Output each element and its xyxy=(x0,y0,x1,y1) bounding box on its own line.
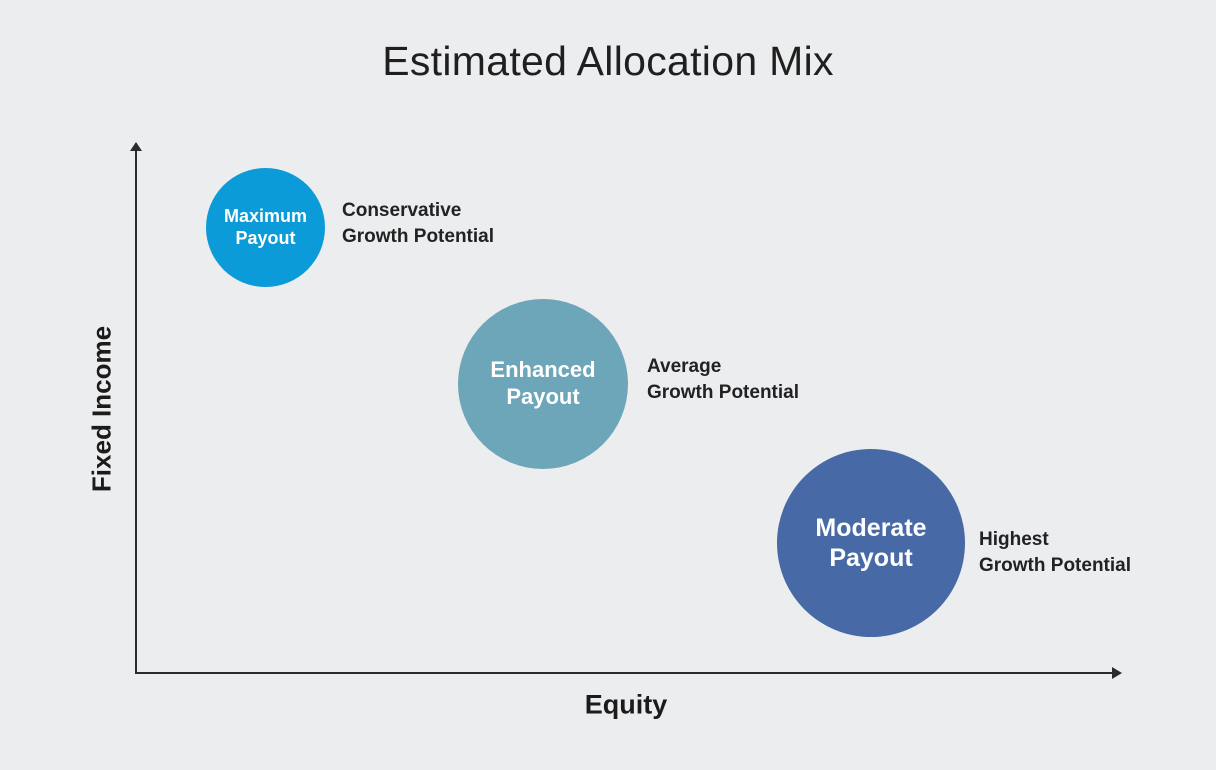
y-axis-label: Fixed Income xyxy=(86,325,117,493)
moderate-growth-line2: Growth Potential xyxy=(979,555,1131,577)
diagram-title: Estimated Allocation Mix xyxy=(382,38,834,84)
maximum-payout-label-line2: Payout xyxy=(235,227,296,248)
maximum-payout-growth-note: Conservative Growth Potential xyxy=(342,198,494,250)
maximum-payout-label-line1: Maximum xyxy=(223,205,308,226)
enhanced-payout-label-line2: Payout xyxy=(506,384,580,409)
enhanced-growth-line1: Average xyxy=(647,356,722,377)
moderate-payout-growth-note: Highest Growth Potential xyxy=(979,527,1131,579)
moderate-payout-label-line1: Moderate xyxy=(815,513,927,542)
y-axis-arrowhead xyxy=(130,142,142,151)
enhanced-payout-bubble: Enhanced Payout xyxy=(458,299,628,469)
x-axis-label: Equity xyxy=(584,689,668,720)
maximum-growth-line1: Conservative xyxy=(342,200,462,221)
enhanced-payout-label-line1: Enhanced xyxy=(490,357,596,383)
enhanced-payout-growth-note: Average Growth Potential xyxy=(647,354,799,406)
moderate-growth-line1: Highest xyxy=(979,529,1049,550)
moderate-payout-label-line2: Payout xyxy=(829,544,913,572)
moderate-payout-bubble: Moderate Payout xyxy=(777,449,965,637)
maximum-growth-line2: Growth Potential xyxy=(342,226,494,248)
x-axis-arrowhead xyxy=(1112,667,1122,679)
enhanced-growth-line2: Growth Potential xyxy=(647,382,799,404)
maximum-payout-bubble: Maximum Payout xyxy=(206,168,325,287)
